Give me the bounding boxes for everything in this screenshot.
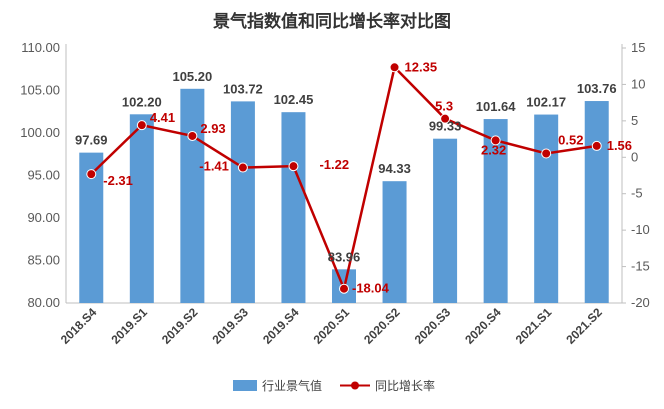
left-tick-label: 100.00: [20, 125, 60, 140]
legend-bar-label: 行业景气值: [262, 378, 322, 393]
line-marker: [288, 161, 299, 172]
left-tick-label: 110.00: [21, 40, 60, 55]
x-tick-label: 2020.S4: [462, 305, 504, 347]
line-marker: [136, 120, 147, 131]
bar: [584, 101, 609, 303]
line-marker: [86, 169, 97, 180]
line-value-label: 5.3: [435, 99, 453, 114]
x-tick-label: 2019.S2: [159, 305, 201, 347]
bar-value-label: 102.45: [274, 92, 314, 107]
right-tick-label: -10: [631, 222, 650, 237]
line-value-label: -1.22: [319, 157, 349, 172]
line-value-label: 2.32: [481, 142, 506, 157]
bar-value-label: 103.72: [223, 81, 263, 96]
line-marker: [187, 130, 198, 141]
bar-value-label: 101.64: [476, 99, 517, 114]
line-value-label: 1.56: [607, 138, 632, 153]
line-value-label: -2.31: [103, 173, 133, 188]
right-tick-label: -20: [631, 295, 650, 310]
left-tick-label: 105.00: [20, 83, 60, 98]
x-tick-label: 2018.S4: [58, 305, 100, 347]
bar-series: [79, 88, 609, 304]
line-marker: [237, 162, 248, 173]
line-marker: [339, 283, 349, 294]
line-marker: [389, 62, 400, 73]
line-marker: [541, 148, 552, 159]
left-tick-label: 80.00: [27, 295, 60, 310]
bar-value-label: 105.20: [172, 69, 212, 84]
bar: [382, 181, 407, 303]
line-marker: [440, 113, 451, 124]
left-tick-label: 90.00: [27, 210, 60, 225]
line-marker: [591, 140, 602, 151]
data-labels: 97.69 102.20 105.20 103.72 102.45 83.96 94.33 9…: [75, 59, 632, 295]
bar: [483, 119, 508, 303]
bar: [534, 114, 559, 304]
x-tick-label: 2020.S1: [311, 305, 353, 347]
right-tick-label: 10: [631, 76, 645, 91]
right-tick-label: -5: [631, 186, 643, 201]
right-tick-label: -15: [631, 259, 650, 274]
line-marker: [490, 135, 501, 146]
line-value-label: 4.41: [150, 110, 175, 125]
right-tick-label: 15: [631, 40, 645, 55]
right-tick-label: 5: [631, 113, 638, 128]
bar-value-label: 102.20: [122, 94, 162, 109]
bar-value-label: 102.17: [526, 95, 566, 110]
right-tick-label: 0: [631, 149, 638, 164]
left-tick-label: 95.00: [27, 168, 60, 183]
bar: [129, 114, 154, 303]
legend-line-label: 同比增长率: [375, 378, 435, 393]
x-tick-label: 2019.S1: [108, 305, 150, 347]
x-tick-label: 2020.S3: [412, 305, 454, 347]
bar-value-label: 83.96: [328, 249, 361, 264]
line-value-label: -18.04: [352, 281, 390, 296]
bar-value-label: 103.76: [577, 81, 617, 96]
legend-bar-swatch: [233, 380, 257, 391]
line-value-label: 12.35: [405, 59, 438, 74]
legend: 行业景气值 同比增长率: [233, 378, 435, 393]
x-tick-label: 2021.S1: [513, 305, 555, 347]
bar: [281, 112, 306, 303]
line-value-label: 0.52: [558, 132, 583, 147]
line-value-label: 2.93: [200, 121, 225, 136]
left-tick-label: 85.00: [27, 253, 60, 268]
x-tick-label: 2021.S2: [563, 305, 605, 347]
x-tick-label: 2019.S3: [210, 305, 252, 347]
x-tick-label: 2019.S4: [260, 305, 302, 347]
legend-line-marker: [351, 381, 359, 390]
line-value-label: -1.41: [199, 159, 229, 174]
x-tick-label: 2020.S2: [361, 305, 403, 347]
bar: [180, 88, 205, 303]
line-series: [86, 62, 602, 294]
bar: [433, 138, 458, 303]
bar-value-label: 99.33: [429, 119, 462, 134]
bar: [230, 101, 255, 303]
bar-value-label: 94.33: [378, 161, 411, 176]
chart-title: 景气指数值和同比增长率对比图: [213, 11, 451, 32]
bar-value-label: 97.69: [75, 133, 108, 148]
